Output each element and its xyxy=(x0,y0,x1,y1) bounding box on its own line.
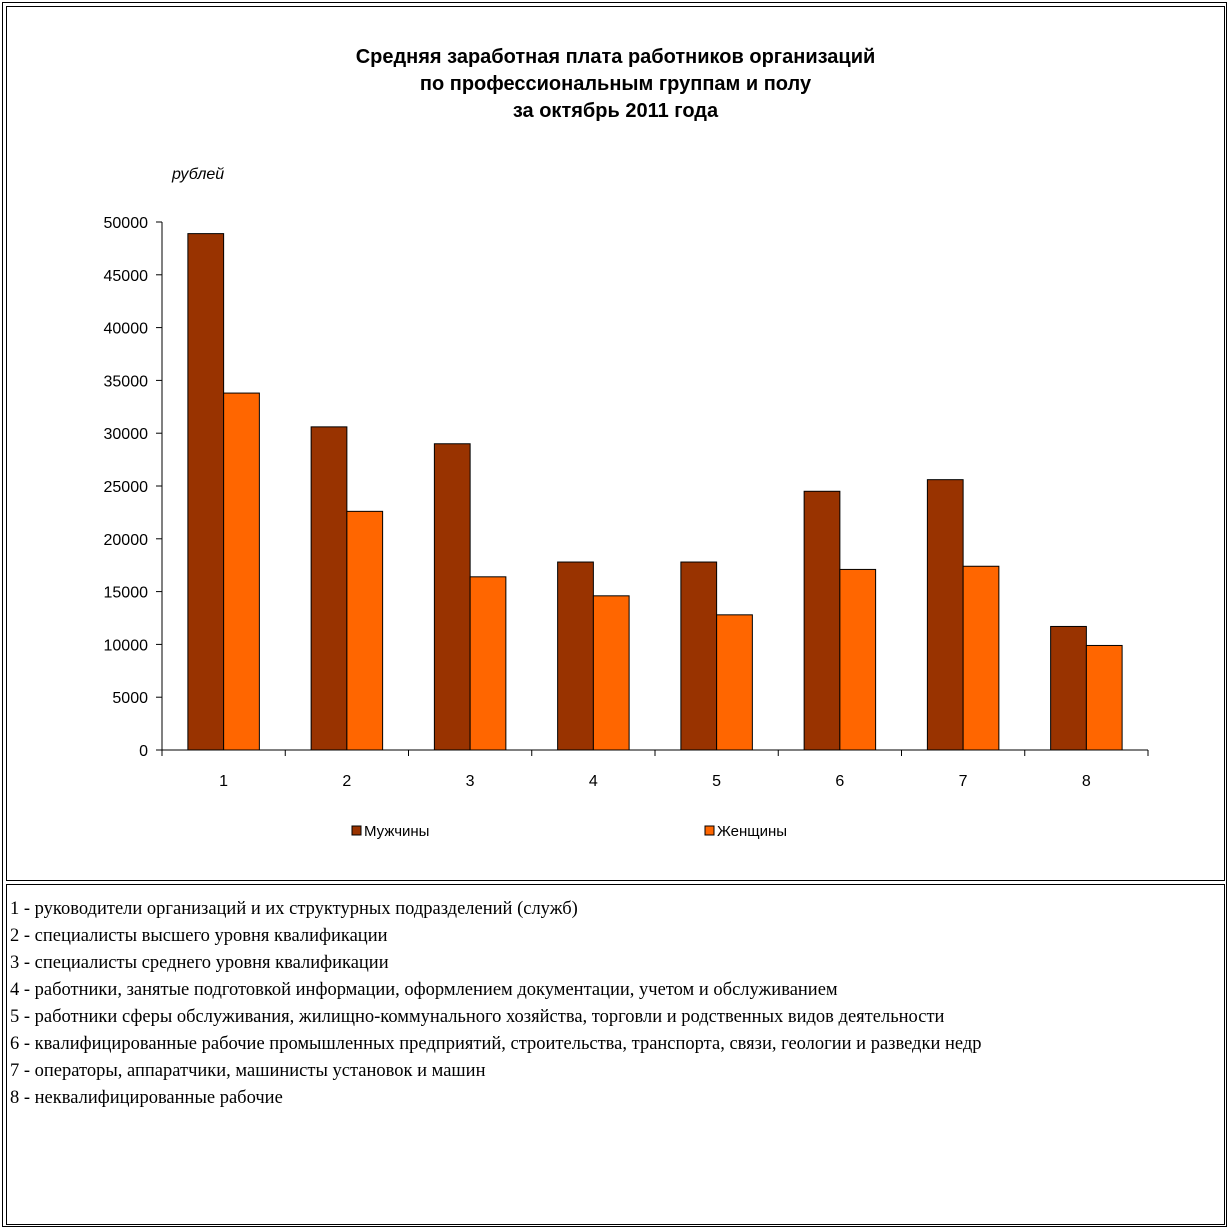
bar-men xyxy=(187,233,225,751)
bar-men xyxy=(310,426,348,751)
x-tick-label: 8 xyxy=(1082,773,1091,790)
legend-label: Мужчины xyxy=(364,823,429,840)
bar-chart: 0 5000 10000 15000 20000 25000 30000 35000 40000… xyxy=(104,215,1149,840)
bar-women xyxy=(469,576,507,751)
x-tick-label: 1 xyxy=(219,773,228,790)
y-tick-label: 30000 xyxy=(104,426,149,443)
y-tick-label: 20000 xyxy=(104,532,149,549)
bar-men xyxy=(680,561,718,751)
y-tick-label: 40000 xyxy=(104,321,149,338)
note-8: 8 - неквалифицированные рабочие xyxy=(10,1088,283,1108)
bar-women xyxy=(592,595,630,751)
y-tick-label: 25000 xyxy=(104,479,149,496)
bar-men xyxy=(926,479,964,751)
chart-title-line-1: Средняя заработная плата работников орга… xyxy=(355,46,876,68)
x-tick-label: 3 xyxy=(466,773,475,790)
x-tick-label: 4 xyxy=(589,773,598,790)
x-tick-label: 2 xyxy=(342,773,351,790)
legend-swatch xyxy=(704,825,715,836)
bar-men xyxy=(1050,625,1087,751)
legend-swatch xyxy=(351,825,362,836)
chart-title-line-2: по профессиональным группам и полу xyxy=(419,73,812,95)
bar-women xyxy=(1085,644,1123,751)
note-2: 2 - специалисты высшего уровня квалифика… xyxy=(10,926,388,946)
bar-men xyxy=(557,561,594,751)
x-tick-label: 7 xyxy=(959,773,968,790)
y-tick-label: 15000 xyxy=(104,585,149,602)
y-tick-label: 5000 xyxy=(112,690,148,707)
y-tick-label: 35000 xyxy=(104,373,149,390)
note-6: 6 - квалифицированные рабочие промышленн… xyxy=(10,1034,982,1054)
bar-women xyxy=(223,392,260,751)
note-1: 1 - руководители организаций и их структ… xyxy=(10,899,578,919)
x-tick-label: 5 xyxy=(712,773,721,790)
bar-women xyxy=(962,565,1000,751)
chart-title: Средняя заработная плата работников орга… xyxy=(0,44,1231,125)
y-tick-label: 45000 xyxy=(104,268,149,285)
chart-title-line-3: за октябрь 2011 года xyxy=(512,100,719,122)
y-axis-units-label: рублей xyxy=(172,166,225,183)
note-7: 7 - операторы, аппаратчики, машинисты ус… xyxy=(10,1061,486,1081)
bar-women xyxy=(839,568,877,751)
bar-women xyxy=(346,510,384,751)
bar-women xyxy=(716,614,753,751)
category-notes: 1 - руководители организаций и их структ… xyxy=(10,896,1220,1112)
bar-men xyxy=(803,490,841,751)
note-4: 4 - работники, занятые подготовкой инфор… xyxy=(10,980,838,1000)
note-5: 5 - работники сферы обслуживания, жилищн… xyxy=(10,1007,945,1027)
y-tick-label: 50000 xyxy=(104,215,149,232)
bar-men xyxy=(433,443,471,751)
y-tick-label: 10000 xyxy=(104,637,149,654)
y-tick-label: 0 xyxy=(139,743,148,760)
note-3: 3 - специалисты среднего уровня квалифик… xyxy=(10,953,389,973)
notes-frame xyxy=(6,884,1225,1225)
x-tick-label: 6 xyxy=(835,773,844,790)
legend-label: Женщины xyxy=(717,823,787,840)
